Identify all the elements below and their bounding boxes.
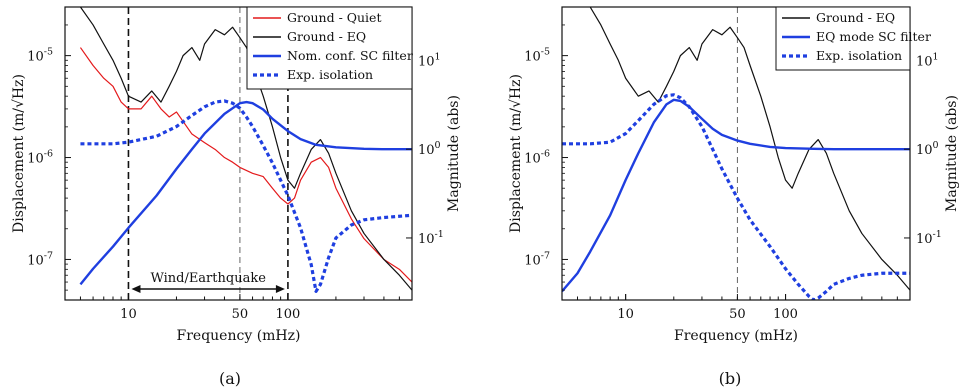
y-left-tick-label: 10-6 [27, 149, 53, 167]
plot-area [562, 7, 910, 300]
y-left-tick-label: 10-6 [524, 149, 550, 167]
y-right-axis-label: Magnitude (abs) [446, 95, 462, 212]
legend-label: Exp. isolation [287, 67, 373, 82]
x-tick-label: 10 [120, 307, 137, 322]
y-right-tick-label: 10-1 [916, 229, 942, 247]
y-right-tick-label: 10-1 [418, 229, 444, 247]
y-right-tick-label: 100 [418, 140, 441, 158]
series-exp-isolation [562, 93, 910, 300]
arrowhead-right [275, 285, 285, 293]
series-ground-eq [79, 7, 412, 291]
legend-label: Ground - EQ [287, 29, 366, 44]
y-right-axis-label: Magnitude (abs) [944, 95, 960, 212]
panel-caption: (a) [219, 369, 241, 388]
y-left-tick-label: 10-5 [27, 47, 53, 65]
x-tick-label: 50 [729, 307, 746, 322]
axes-frame [561, 6, 911, 301]
y-left-axis-label: Displacement (m/√Hz) [508, 74, 524, 233]
y-right-tick-label: 100 [916, 140, 939, 158]
x-tick-label: 50 [232, 307, 249, 322]
panel-caption: (b) [719, 369, 742, 388]
x-axis-label: Frequency (mHz) [177, 328, 301, 344]
axes-frame [64, 6, 413, 301]
panel-a: 10 50 100 10-7 10-6 10-5 10-1 100 101 Frequency (… [11, 6, 462, 388]
annotation-label: Wind/Earthquake [150, 271, 266, 286]
legend-label: EQ mode SC filter [816, 29, 931, 44]
y-right-tick-label: 101 [418, 51, 441, 69]
y-left-tick-label: 10-7 [27, 250, 53, 268]
panel-b: 10 50 100 10-7 10-6 10-5 10-1 100 101 Frequency (… [508, 6, 960, 388]
x-axis-label: Frequency (mHz) [674, 328, 798, 344]
series-ground-quiet [79, 47, 412, 283]
series-nom-conf-sc-filter [79, 100, 412, 286]
legend-label: Exp. isolation [816, 48, 902, 63]
y-right-tick-label: 101 [916, 51, 939, 69]
series-ground-eq [589, 7, 910, 291]
y-left-axis-label: Displacement (m/√Hz) [11, 74, 27, 233]
x-tick-label: 100 [276, 307, 301, 322]
series-eq-mode-sc-filter [562, 98, 910, 293]
arrowhead-left [131, 285, 141, 293]
legend-label: Nom. conf. SC filter [287, 48, 413, 63]
x-tick-label: 10 [617, 307, 634, 322]
series-exp-isolation [80, 99, 412, 293]
x-tick-label: 100 [773, 307, 798, 322]
y-left-tick-label: 10-7 [524, 250, 550, 268]
plot-area [79, 7, 412, 293]
y-left-tick-label: 10-5 [524, 47, 550, 65]
legend-label: Ground - EQ [816, 10, 895, 25]
legend-label: Ground - Quiet [287, 10, 381, 25]
